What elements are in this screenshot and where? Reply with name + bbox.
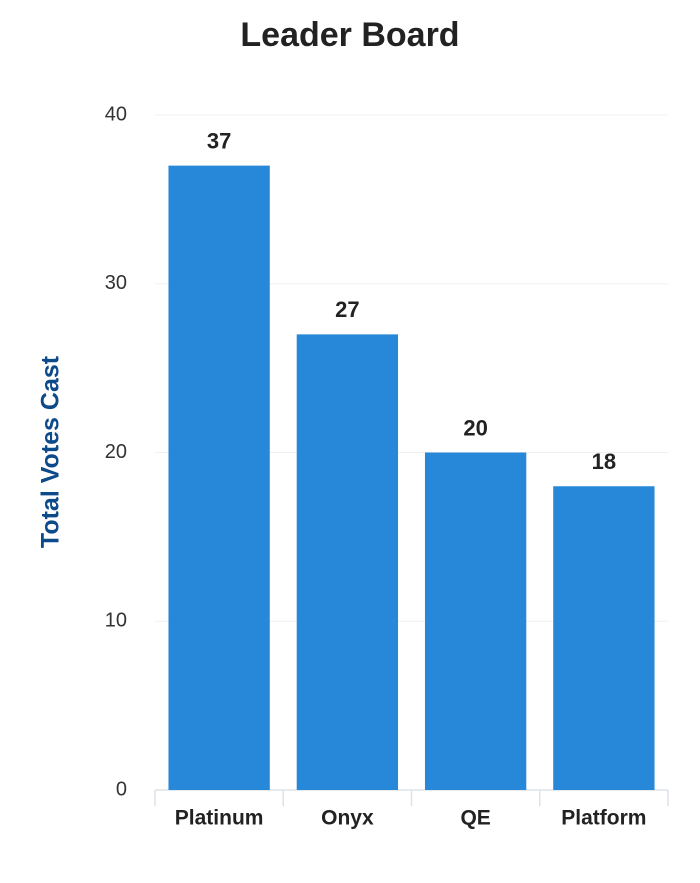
- x-tick-label: Platform: [561, 807, 646, 830]
- data-label: 20: [463, 415, 487, 440]
- y-axis-label: Total Votes Cast: [37, 355, 65, 548]
- bar: [296, 334, 399, 790]
- x-tick-label: Onyx: [321, 807, 374, 830]
- y-tick-label: 30: [105, 272, 127, 294]
- bar: [424, 452, 527, 790]
- data-label: 18: [592, 449, 616, 474]
- chart-title: Leader Board: [240, 16, 459, 54]
- y-tick-label: 10: [105, 610, 127, 632]
- y-tick-label: 20: [105, 441, 127, 463]
- x-tick-label: Platinum: [175, 807, 264, 830]
- y-tick-label: 0: [116, 778, 127, 800]
- bar: [553, 486, 655, 790]
- bar: [168, 165, 270, 790]
- data-label: 27: [335, 297, 359, 322]
- y-tick-label: 40: [105, 103, 127, 125]
- data-label: 37: [207, 128, 231, 153]
- x-tick-label: QE: [460, 807, 490, 830]
